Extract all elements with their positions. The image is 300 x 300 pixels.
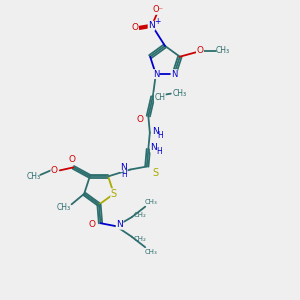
Text: CH₂: CH₂ — [134, 212, 146, 218]
Text: N: N — [150, 143, 157, 152]
Text: CH₃: CH₃ — [145, 249, 158, 255]
Text: O: O — [88, 220, 96, 229]
Text: H: H — [156, 147, 162, 156]
Text: O: O — [131, 23, 139, 32]
Text: H: H — [158, 130, 163, 140]
Text: N: N — [171, 70, 177, 79]
Text: CH₃: CH₃ — [26, 172, 40, 182]
Text: N: N — [152, 127, 159, 136]
Text: CH₃: CH₃ — [57, 203, 71, 212]
Text: S: S — [111, 189, 117, 199]
Text: O: O — [51, 166, 58, 175]
Text: CH₃: CH₃ — [145, 199, 158, 205]
Text: H: H — [121, 169, 127, 178]
Text: CH: CH — [154, 93, 165, 102]
Text: CH₃: CH₃ — [216, 46, 230, 55]
Text: CH₂: CH₂ — [134, 236, 146, 242]
Text: O⁻: O⁻ — [153, 5, 164, 14]
Text: N: N — [153, 70, 159, 79]
Text: N: N — [120, 163, 127, 172]
Text: +: + — [154, 16, 161, 26]
Text: S: S — [153, 168, 159, 178]
Text: O: O — [68, 155, 75, 164]
Text: N: N — [148, 21, 155, 30]
Text: O: O — [196, 46, 203, 56]
Text: CH₃: CH₃ — [172, 88, 186, 98]
Text: O: O — [136, 115, 143, 124]
Text: N: N — [116, 220, 123, 229]
